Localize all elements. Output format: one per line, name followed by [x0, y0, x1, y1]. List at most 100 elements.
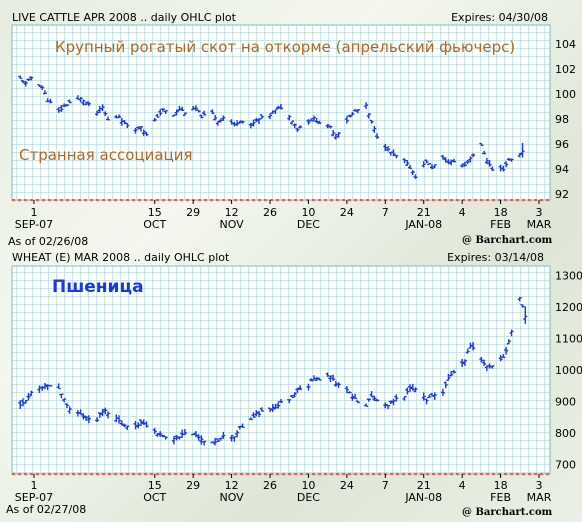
ohlc-bar	[306, 119, 311, 125]
ohlc-bar	[199, 435, 204, 445]
ohlc-bar	[295, 128, 300, 133]
ohlc-bar	[292, 392, 297, 398]
ohlc-bar	[314, 377, 319, 382]
ohlc-bar	[306, 383, 311, 391]
ohlc-bar	[210, 109, 215, 115]
x-tick-sublabel: OCT	[143, 218, 166, 231]
ohlc-bar	[125, 425, 130, 431]
ohlc-bar	[42, 382, 47, 390]
ohlc-bar	[484, 157, 489, 165]
ohlc-bar	[103, 407, 108, 415]
ohlc-bar	[328, 125, 333, 129]
ohlc-bar	[347, 114, 352, 118]
ohlc-bar	[182, 429, 187, 436]
ohlc-bar	[29, 390, 34, 396]
ohlc-bar	[336, 132, 341, 138]
ohlc-bar	[136, 422, 141, 429]
ohlc-bar	[177, 436, 182, 440]
ohlc-bar	[443, 381, 448, 389]
ohlc-bar	[259, 114, 264, 120]
ohlc-bar	[350, 393, 355, 401]
ohlc-bar	[446, 159, 451, 165]
ohlc-bar	[23, 399, 28, 404]
ohlc-bar	[394, 394, 399, 402]
ohlc-bar	[171, 436, 176, 445]
ohlc-bar	[218, 118, 223, 123]
ohlc-bar	[429, 164, 434, 170]
ohlc-bar	[221, 431, 226, 439]
ohlc-bar	[309, 118, 314, 122]
x-tick-label: 18	[494, 206, 508, 219]
ohlc-bar	[462, 161, 467, 167]
x-tick-label: 10	[301, 206, 315, 219]
ohlc-bar	[158, 431, 163, 437]
ohlc-bar	[317, 120, 322, 124]
ohlc-bar	[311, 375, 316, 381]
ohlc-bar	[133, 127, 138, 134]
y-tick-label: 1000	[555, 364, 582, 377]
ohlc-bar	[40, 85, 45, 90]
ohlc-bar	[427, 162, 432, 166]
ohlc-bar	[158, 109, 163, 116]
ohlc-bar	[355, 109, 360, 114]
ohlc-bar	[273, 403, 278, 410]
ohlc-bar	[410, 170, 415, 175]
ohlc-bar	[460, 163, 465, 168]
ohlc-bar	[440, 154, 445, 160]
ohlc-bar	[257, 410, 262, 418]
ohlc-bar	[287, 399, 292, 404]
ohlc-bar	[432, 164, 437, 169]
y-tick-label: 900	[555, 396, 576, 409]
ohlc-bar	[259, 407, 264, 412]
x-tick-label: 26	[263, 206, 277, 219]
ohlc-bar	[95, 417, 100, 423]
ohlc-bar	[174, 109, 179, 116]
y-tick-label: 96	[555, 138, 569, 151]
ohlc-bar	[424, 398, 429, 405]
x-tick-label: 4	[459, 479, 466, 492]
ohlc-bar	[347, 391, 352, 394]
ohlc-bar	[196, 434, 201, 441]
x-tick-sublabel: OCT	[143, 491, 166, 504]
wheat-title: Пшеница	[52, 277, 144, 297]
ohlc-bar	[523, 306, 528, 324]
x-tick-label: 1	[30, 206, 37, 219]
ohlc-bar	[29, 76, 34, 81]
ohlc-bar	[26, 78, 31, 82]
ohlc-bar	[287, 114, 292, 121]
ohlc-bar	[86, 101, 91, 107]
x-tick-sublabel: NOV	[219, 491, 244, 504]
cattle-as-of: As of 02/26/08	[8, 235, 88, 248]
ohlc-bar	[177, 105, 182, 111]
ohlc-bar	[331, 130, 336, 137]
ohlc-bar	[432, 392, 437, 401]
ohlc-bar	[20, 80, 25, 84]
ohlc-bar	[254, 410, 259, 417]
ohlc-bar	[520, 142, 525, 158]
ohlc-bar	[295, 388, 300, 394]
ohlc-bar	[482, 359, 487, 366]
ohlc-bar	[18, 400, 23, 409]
y-tick-label: 92	[555, 188, 569, 201]
ohlc-bar	[155, 433, 160, 437]
ohlc-bar	[215, 121, 220, 126]
ohlc-bar	[504, 161, 509, 168]
ohlc-bar	[95, 110, 100, 116]
ohlc-bar	[139, 126, 144, 132]
ohlc-bar	[328, 375, 333, 382]
ohlc-bar	[344, 115, 349, 124]
x-tick-label: 3	[536, 206, 543, 219]
ohlc-bar	[56, 107, 61, 113]
x-tick-sublabel: NOV	[219, 218, 244, 231]
ohlc-bar	[78, 97, 83, 103]
ohlc-bar	[366, 398, 371, 402]
y-tick-label: 1200	[555, 301, 582, 314]
ohlc-bar	[421, 161, 426, 168]
ohlc-bar	[487, 160, 492, 167]
ohlc-bar	[268, 113, 273, 120]
x-tick-sublabel: FEB	[490, 218, 511, 231]
x-tick-label: 24	[340, 479, 354, 492]
ohlc-bar	[240, 423, 245, 428]
ohlc-bar	[136, 126, 141, 130]
